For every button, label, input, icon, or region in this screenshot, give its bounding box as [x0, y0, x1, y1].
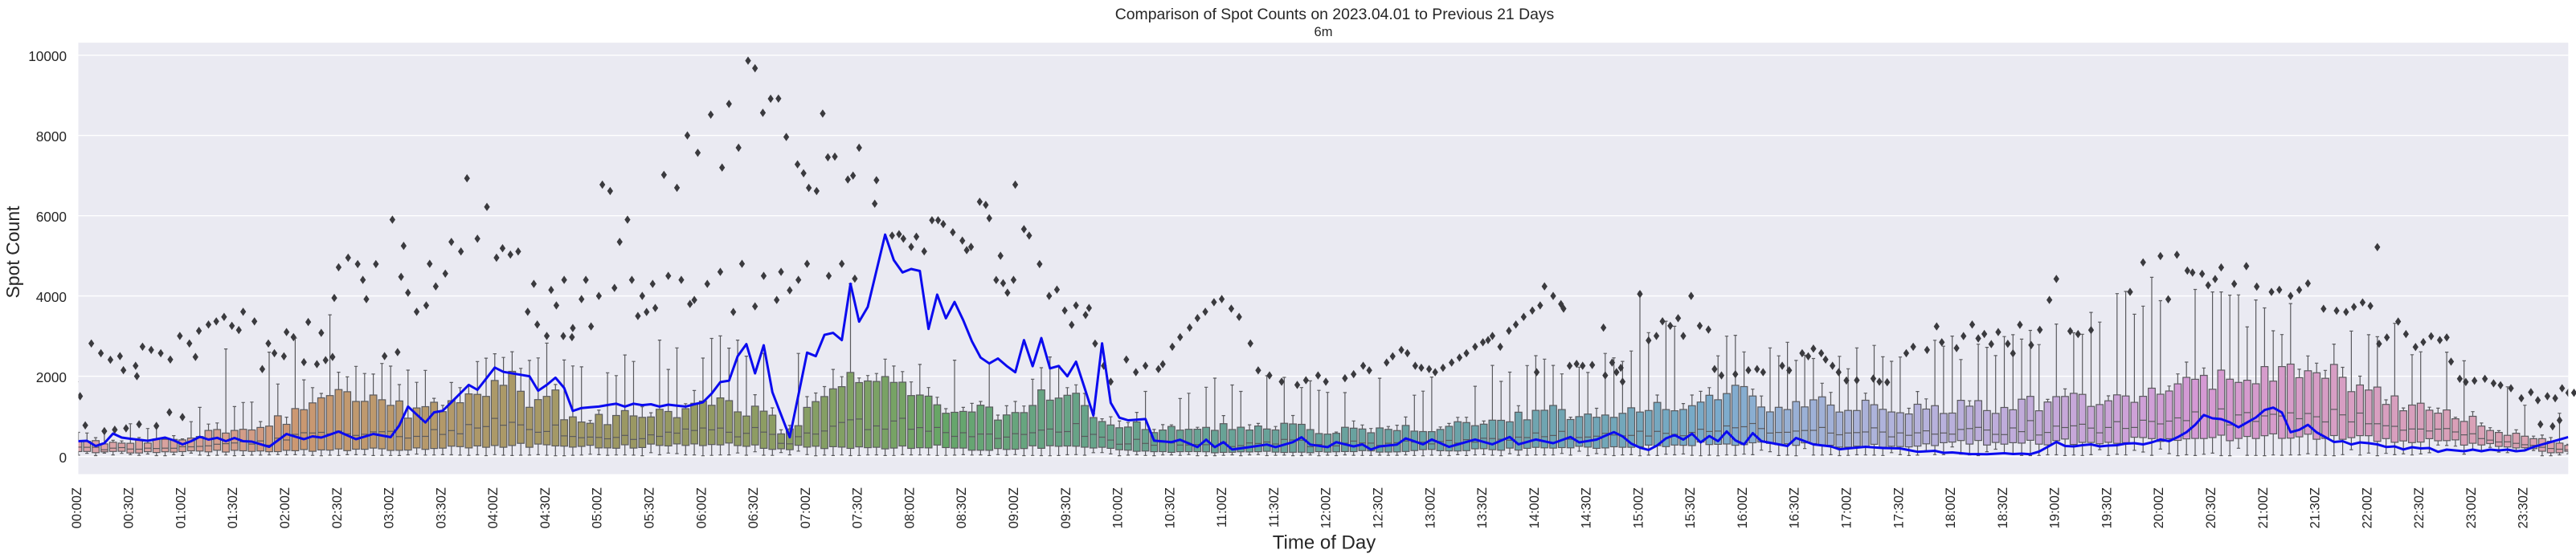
svg-text:Time of Day: Time of Day: [1273, 532, 1376, 554]
svg-text:19:00Z: 19:00Z: [2048, 487, 2063, 528]
svg-text:15:30Z: 15:30Z: [1683, 487, 1698, 528]
svg-text:05:30Z: 05:30Z: [643, 487, 657, 528]
svg-text:10000: 10000: [28, 48, 67, 64]
svg-text:09:30Z: 09:30Z: [1059, 487, 1073, 528]
svg-text:Comparison of Spot Counts on 2: Comparison of Spot Counts on 2023.04.01 …: [1115, 6, 1555, 23]
svg-text:23:30Z: 23:30Z: [2517, 487, 2531, 528]
svg-text:18:00Z: 18:00Z: [1944, 487, 1958, 528]
svg-text:23:00Z: 23:00Z: [2464, 487, 2479, 528]
svg-text:18:30Z: 18:30Z: [1996, 487, 2010, 528]
svg-text:Spot Count: Spot Count: [2, 206, 23, 299]
svg-text:03:30Z: 03:30Z: [434, 487, 448, 528]
svg-text:10:00Z: 10:00Z: [1111, 487, 1126, 528]
svg-text:10:30Z: 10:30Z: [1163, 487, 1177, 528]
svg-text:14:00Z: 14:00Z: [1527, 487, 1542, 528]
svg-text:20:30Z: 20:30Z: [2204, 487, 2218, 528]
svg-text:6m: 6m: [1315, 25, 1333, 39]
svg-text:15:00Z: 15:00Z: [1631, 487, 1646, 528]
svg-text:17:30Z: 17:30Z: [1891, 487, 1906, 528]
svg-text:13:00Z: 13:00Z: [1423, 487, 1437, 528]
svg-text:19:30Z: 19:30Z: [2100, 487, 2114, 528]
svg-text:12:30Z: 12:30Z: [1372, 487, 1386, 528]
svg-text:0: 0: [59, 450, 67, 466]
svg-text:08:30Z: 08:30Z: [955, 487, 969, 528]
svg-text:06:30Z: 06:30Z: [746, 487, 761, 528]
svg-text:20:00Z: 20:00Z: [2152, 487, 2166, 528]
svg-text:21:30Z: 21:30Z: [2308, 487, 2323, 528]
svg-text:16:30Z: 16:30Z: [1788, 487, 1802, 528]
svg-text:14:30Z: 14:30Z: [1580, 487, 1594, 528]
svg-text:09:00Z: 09:00Z: [1007, 487, 1021, 528]
svg-text:06:00Z: 06:00Z: [694, 487, 709, 528]
svg-text:16:00Z: 16:00Z: [1736, 487, 1750, 528]
svg-text:05:00Z: 05:00Z: [591, 487, 605, 528]
svg-text:22:00Z: 22:00Z: [2360, 487, 2374, 528]
svg-text:01:30Z: 01:30Z: [226, 487, 240, 528]
svg-text:12:00Z: 12:00Z: [1319, 487, 1334, 528]
svg-text:08:00Z: 08:00Z: [902, 487, 917, 528]
svg-text:21:00Z: 21:00Z: [2256, 487, 2271, 528]
svg-text:13:30Z: 13:30Z: [1475, 487, 1490, 528]
svg-text:01:00Z: 01:00Z: [174, 487, 189, 528]
svg-text:07:00Z: 07:00Z: [799, 487, 813, 528]
svg-text:17:00Z: 17:00Z: [1840, 487, 1854, 528]
svg-text:00:00Z: 00:00Z: [70, 487, 84, 528]
svg-text:02:30Z: 02:30Z: [330, 487, 345, 528]
svg-text:07:30Z: 07:30Z: [851, 487, 865, 528]
svg-text:11:00Z: 11:00Z: [1215, 487, 1229, 527]
svg-text:04:30Z: 04:30Z: [538, 487, 553, 528]
svg-text:22:30Z: 22:30Z: [2412, 487, 2427, 528]
svg-text:00:30Z: 00:30Z: [122, 487, 137, 528]
svg-text:11:30Z: 11:30Z: [1267, 487, 1282, 527]
svg-text:8000: 8000: [36, 128, 67, 145]
svg-text:2000: 2000: [36, 369, 67, 385]
svg-text:04:00Z: 04:00Z: [486, 487, 501, 528]
svg-text:6000: 6000: [36, 209, 67, 225]
svg-text:02:00Z: 02:00Z: [278, 487, 292, 528]
svg-text:4000: 4000: [36, 289, 67, 305]
svg-text:03:00Z: 03:00Z: [382, 487, 397, 528]
